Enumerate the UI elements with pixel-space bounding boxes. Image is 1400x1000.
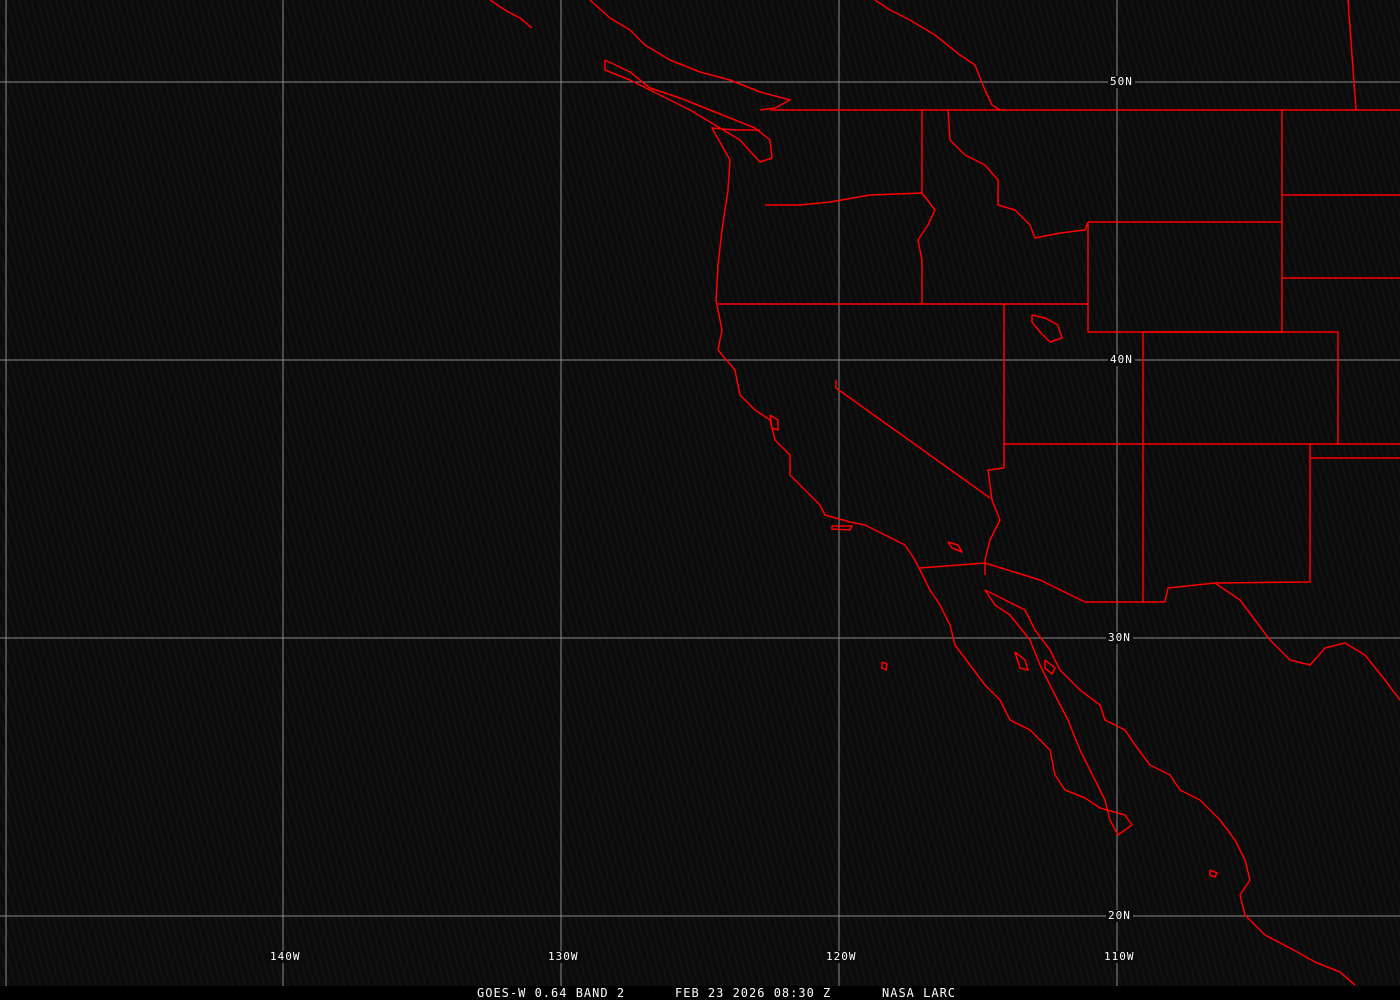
lat-label-30n: 30N xyxy=(1106,631,1133,644)
nv-az-border xyxy=(984,444,1005,575)
ca-nv-diagonal-border xyxy=(835,380,991,499)
coastline-bc-mainland xyxy=(589,0,791,111)
lon-label-130w: 130W xyxy=(546,950,581,963)
image-caption-bar: GOES-W 0.64 BAND 2 FEB 23 2026 08:30 Z N… xyxy=(0,986,1400,1000)
wa-or-border xyxy=(765,192,936,303)
coastline-mexico-gulf xyxy=(984,589,1356,986)
lon-label-110w: 110W xyxy=(1102,950,1137,963)
coastline-bc-north xyxy=(489,0,533,29)
islas-marias xyxy=(1209,869,1218,878)
lon-label-120w: 120W xyxy=(824,950,859,963)
colorado-border xyxy=(1143,331,1339,444)
bc-alberta-border xyxy=(874,0,1001,111)
lat-label-50n: 50N xyxy=(1108,75,1135,88)
source-label: NASA LARC xyxy=(882,986,957,1000)
vancouver-island xyxy=(604,59,773,163)
sask-manitoba-border xyxy=(1347,0,1357,111)
datetime-label: FEB 23 2026 08:30 Z xyxy=(675,986,832,1000)
nm-tx-border xyxy=(1214,444,1311,584)
channel-islands xyxy=(831,525,853,531)
us-mexico-border xyxy=(919,562,1400,701)
lon-label-140w: 140W xyxy=(268,950,303,963)
id-mt-border xyxy=(947,109,1089,239)
lat-label-20n: 20N xyxy=(1106,909,1133,922)
guadalupe-island xyxy=(881,661,888,671)
lat-label-40n: 40N xyxy=(1108,353,1135,366)
coastline-us-mexico-pacific xyxy=(711,127,1133,836)
gulf-island-2 xyxy=(1044,659,1056,675)
boundaries xyxy=(489,0,1400,986)
product-label: GOES-W 0.64 BAND 2 xyxy=(477,986,626,1000)
san-francisco-bay xyxy=(769,414,779,431)
salton-sea xyxy=(947,541,963,553)
gulf-island xyxy=(1014,651,1029,671)
great-salt-lake xyxy=(1031,314,1063,343)
